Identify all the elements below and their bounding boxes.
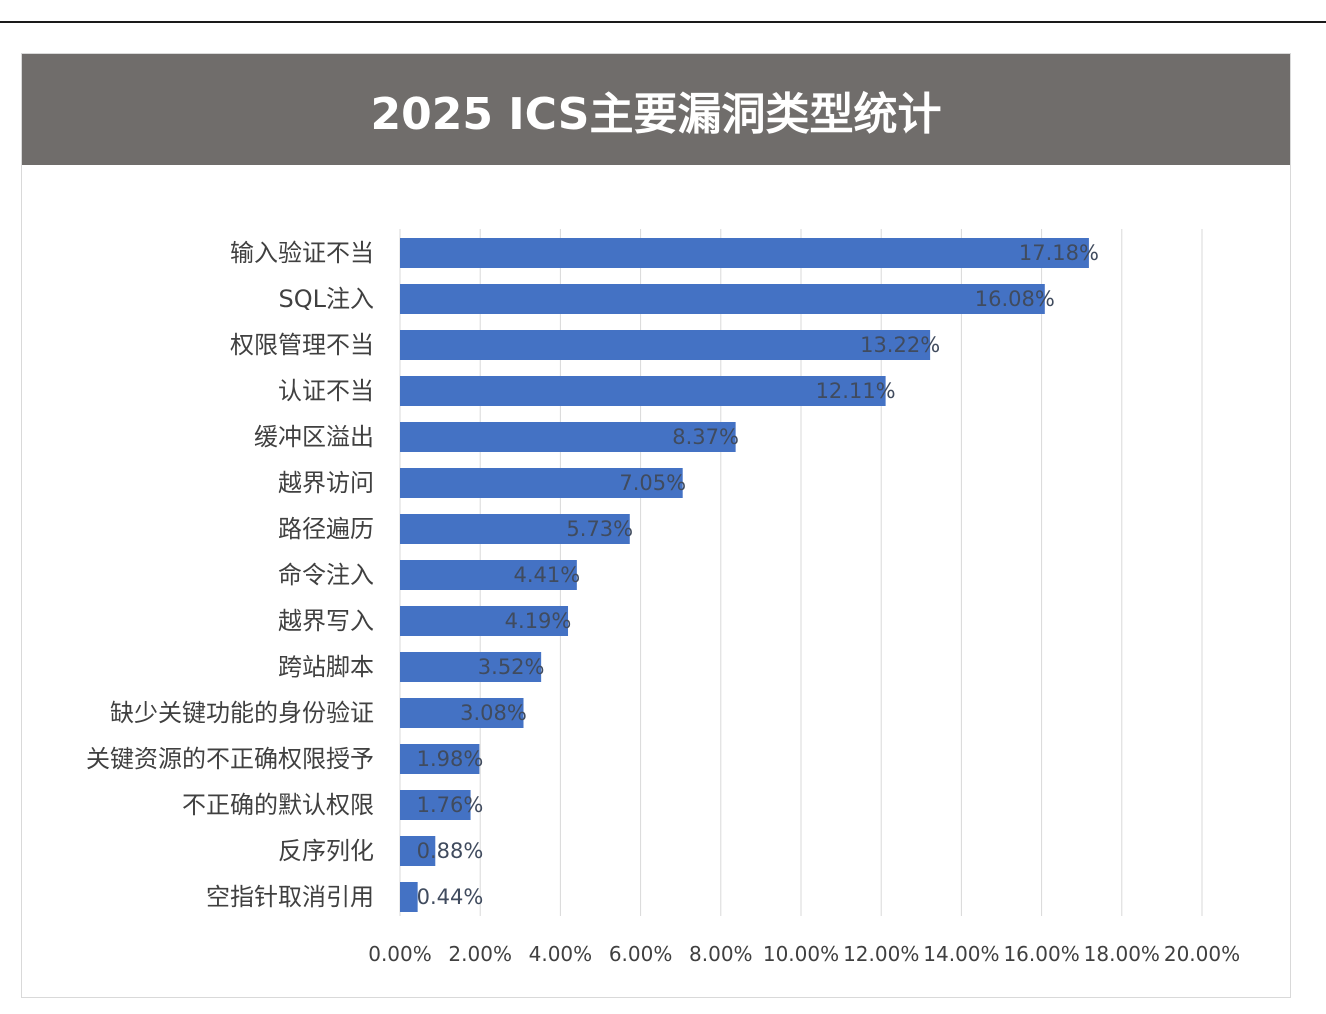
bar — [400, 468, 683, 498]
bar-value-label: 16.08% — [975, 287, 1055, 311]
bar — [400, 836, 436, 866]
x-tick-label: 12.00% — [843, 942, 919, 966]
bar-chart: 0.00% 2.00% 4.00% 6.00% 8.00% 10.00% 12.00% 14.… — [86, 229, 1240, 966]
category-label: 缺少关键功能的身份验证 — [110, 699, 374, 727]
bar — [400, 882, 418, 912]
bar-value-label: 0.88% — [417, 839, 484, 863]
bar-value-label: 12.11% — [816, 379, 896, 403]
x-tick-label: 8.00% — [689, 942, 753, 966]
bar-value-label: 1.76% — [417, 793, 484, 817]
bars — [400, 238, 1089, 912]
category-label: 空指针取消引用 — [206, 883, 374, 911]
bar — [400, 698, 524, 728]
bar — [400, 284, 1045, 314]
category-label: SQL注入 — [279, 285, 375, 313]
top-divider-line — [0, 21, 1326, 23]
bar-value-label: 1.98% — [417, 747, 484, 771]
category-label: 缓冲区溢出 — [254, 423, 374, 451]
category-label: 不正确的默认权限 — [182, 791, 374, 819]
bar — [400, 560, 577, 590]
category-label: 关键资源的不正确权限授予 — [86, 745, 374, 773]
bar-value-label: 3.08% — [460, 701, 527, 725]
category-label: 认证不当 — [278, 377, 374, 405]
bar — [400, 744, 480, 774]
category-labels: 输入验证不当 SQL注入权限管理不当认证不当缓冲区溢出越界访问路径遍历命令注入越界… — [86, 239, 374, 911]
category-label: 越界写入 — [278, 607, 374, 635]
category-label: 命令注入 — [278, 561, 374, 589]
x-axis-tick-labels: 0.00% 2.00% 4.00% 6.00% 8.00% 10.00% 12.00% 14.… — [368, 942, 1240, 966]
bar — [400, 238, 1089, 268]
x-tick-label: 16.00% — [1003, 942, 1079, 966]
bar — [400, 514, 630, 544]
bar-value-label: 17.18% — [1019, 241, 1099, 265]
x-tick-label: 2.00% — [448, 942, 512, 966]
bar-value-label: 7.05% — [619, 471, 686, 495]
bar-value-label: 0.44% — [417, 885, 484, 909]
bar-value-label: 4.41% — [513, 563, 580, 587]
x-tick-label: 0.00% — [368, 942, 432, 966]
x-tick-label: 14.00% — [923, 942, 999, 966]
x-tick-label: 10.00% — [763, 942, 839, 966]
chart-title: 2025 ICS主要漏洞类型统计 — [370, 88, 942, 140]
chart-title-bar: 2025 ICS主要漏洞类型统计 — [22, 54, 1290, 165]
bar — [400, 376, 886, 406]
category-label: 输入验证不当 — [230, 239, 374, 267]
bar-value-label: 5.73% — [566, 517, 633, 541]
category-label: 路径遍历 — [278, 515, 374, 543]
bar — [400, 790, 471, 820]
bar-value-label: 8.37% — [672, 425, 739, 449]
category-label: 越界访问 — [278, 469, 374, 497]
bar — [400, 422, 736, 452]
bar-value-labels: 17.18% 16.08% 13.22% 12.11% 8.37% 7.05% 5.73% 4… — [417, 241, 1099, 909]
x-tick-label: 6.00% — [609, 942, 673, 966]
bar-value-label: 13.22% — [860, 333, 940, 357]
chart-panel: 2025 ICS主要漏洞类型统计 0.00% 2.00% 4.00% 6.00% 8.0… — [21, 53, 1291, 998]
bar-value-label: 3.52% — [478, 655, 545, 679]
bar — [400, 330, 931, 360]
x-tick-label: 18.00% — [1084, 942, 1160, 966]
bar — [400, 652, 542, 682]
bar-value-label: 4.19% — [505, 609, 572, 633]
category-label: 权限管理不当 — [230, 331, 374, 359]
category-label: 跨站脚本 — [278, 653, 374, 681]
x-tick-label: 4.00% — [529, 942, 593, 966]
category-label: 反序列化 — [278, 837, 374, 865]
x-tick-label: 20.00% — [1164, 942, 1240, 966]
bar — [400, 606, 569, 636]
